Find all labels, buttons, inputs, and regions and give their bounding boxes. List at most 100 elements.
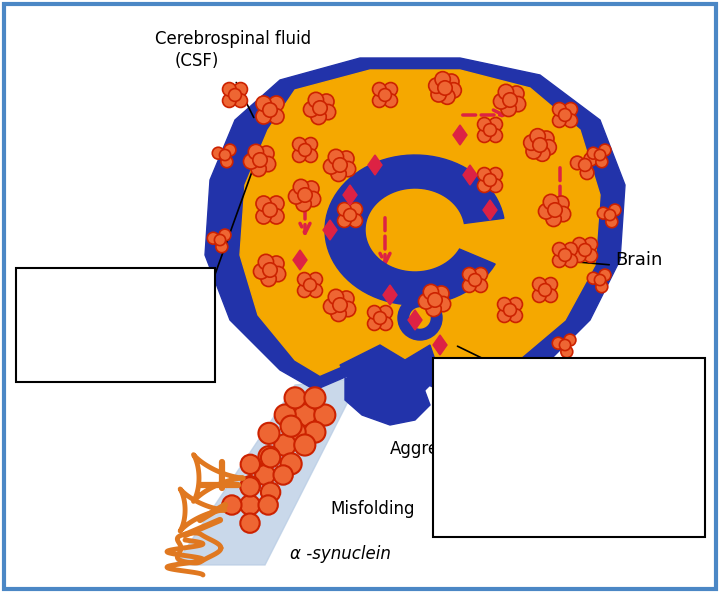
Circle shape bbox=[446, 82, 462, 98]
Circle shape bbox=[510, 97, 526, 111]
Circle shape bbox=[530, 129, 545, 144]
Circle shape bbox=[240, 514, 260, 533]
Circle shape bbox=[269, 109, 284, 124]
Circle shape bbox=[304, 138, 318, 151]
Polygon shape bbox=[345, 378, 430, 425]
Polygon shape bbox=[368, 155, 382, 175]
Text: Aggregate in: Aggregate in bbox=[62, 285, 168, 303]
Circle shape bbox=[541, 140, 557, 155]
Circle shape bbox=[294, 435, 315, 455]
Circle shape bbox=[284, 422, 306, 443]
Circle shape bbox=[503, 304, 516, 317]
Circle shape bbox=[599, 269, 611, 281]
Circle shape bbox=[561, 346, 573, 358]
Circle shape bbox=[269, 96, 284, 111]
Circle shape bbox=[221, 156, 233, 168]
Circle shape bbox=[261, 448, 280, 467]
Circle shape bbox=[297, 284, 311, 298]
Circle shape bbox=[564, 114, 577, 127]
Circle shape bbox=[544, 278, 557, 291]
Circle shape bbox=[539, 283, 552, 296]
Circle shape bbox=[274, 466, 293, 484]
Circle shape bbox=[338, 214, 351, 228]
Circle shape bbox=[554, 196, 569, 211]
Circle shape bbox=[258, 146, 274, 161]
Circle shape bbox=[552, 254, 566, 267]
Circle shape bbox=[319, 94, 334, 109]
Circle shape bbox=[552, 337, 564, 349]
Circle shape bbox=[243, 154, 258, 169]
Circle shape bbox=[263, 203, 277, 217]
Circle shape bbox=[258, 423, 279, 444]
Circle shape bbox=[535, 146, 550, 161]
Circle shape bbox=[256, 209, 271, 224]
Circle shape bbox=[253, 153, 267, 167]
Circle shape bbox=[498, 84, 513, 100]
Circle shape bbox=[604, 209, 616, 221]
Circle shape bbox=[349, 203, 362, 216]
Circle shape bbox=[484, 174, 496, 186]
Polygon shape bbox=[340, 345, 440, 408]
Circle shape bbox=[588, 147, 599, 159]
Circle shape bbox=[595, 149, 606, 161]
Circle shape bbox=[477, 168, 491, 181]
Circle shape bbox=[299, 144, 311, 157]
Polygon shape bbox=[325, 155, 504, 305]
Circle shape bbox=[248, 144, 264, 160]
Circle shape bbox=[331, 166, 346, 181]
Circle shape bbox=[284, 387, 306, 409]
Circle shape bbox=[314, 404, 336, 426]
Circle shape bbox=[229, 88, 241, 101]
Circle shape bbox=[379, 305, 392, 319]
Circle shape bbox=[489, 129, 503, 142]
Circle shape bbox=[410, 308, 430, 328]
Circle shape bbox=[328, 149, 343, 165]
Circle shape bbox=[256, 109, 271, 124]
Circle shape bbox=[544, 195, 559, 210]
Circle shape bbox=[304, 149, 318, 162]
Circle shape bbox=[509, 86, 524, 101]
Circle shape bbox=[258, 254, 274, 270]
Polygon shape bbox=[343, 185, 357, 205]
Circle shape bbox=[328, 289, 343, 305]
Circle shape bbox=[309, 273, 323, 286]
Text: Accumulation of: Accumulation of bbox=[501, 372, 635, 390]
Circle shape bbox=[426, 301, 441, 317]
Circle shape bbox=[584, 152, 598, 166]
Polygon shape bbox=[175, 378, 360, 565]
Circle shape bbox=[384, 82, 397, 96]
Circle shape bbox=[596, 281, 608, 293]
Circle shape bbox=[509, 309, 523, 323]
Circle shape bbox=[564, 243, 577, 256]
Circle shape bbox=[584, 249, 598, 263]
Circle shape bbox=[215, 234, 225, 246]
Circle shape bbox=[256, 96, 271, 111]
Circle shape bbox=[309, 284, 323, 298]
Circle shape bbox=[367, 305, 381, 319]
Circle shape bbox=[220, 149, 230, 161]
Circle shape bbox=[596, 156, 608, 168]
Circle shape bbox=[552, 114, 566, 127]
Circle shape bbox=[207, 232, 219, 244]
Text: Brain: Brain bbox=[615, 251, 662, 269]
Circle shape bbox=[261, 483, 280, 502]
Circle shape bbox=[374, 311, 387, 324]
Circle shape bbox=[423, 284, 438, 299]
Circle shape bbox=[559, 248, 572, 262]
Circle shape bbox=[343, 209, 356, 221]
Circle shape bbox=[292, 149, 306, 162]
Circle shape bbox=[493, 94, 509, 109]
Circle shape bbox=[438, 81, 452, 95]
Circle shape bbox=[526, 144, 541, 159]
Circle shape bbox=[440, 89, 455, 104]
Circle shape bbox=[489, 168, 503, 181]
Circle shape bbox=[533, 289, 546, 302]
Circle shape bbox=[293, 179, 309, 195]
Circle shape bbox=[234, 94, 248, 107]
Circle shape bbox=[435, 72, 450, 87]
Circle shape bbox=[606, 216, 618, 228]
Circle shape bbox=[372, 82, 386, 96]
Text: α -synuclein: α -synuclein bbox=[290, 545, 391, 563]
Circle shape bbox=[595, 275, 606, 286]
Circle shape bbox=[539, 204, 554, 219]
